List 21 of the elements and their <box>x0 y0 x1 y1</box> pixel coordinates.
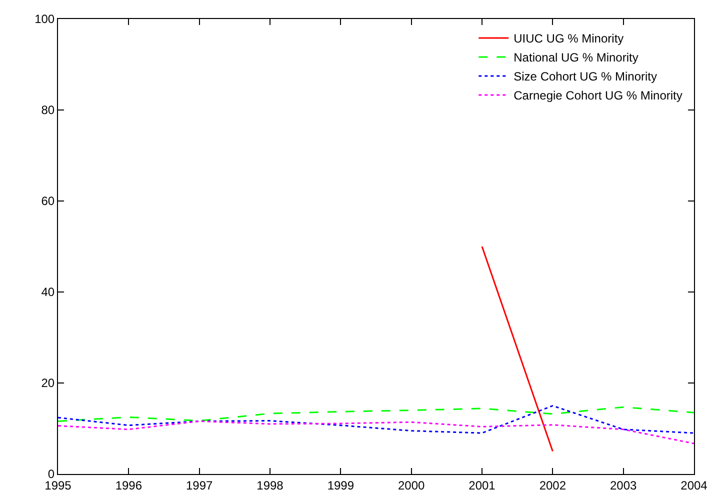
y-tick-label: 60 <box>41 194 55 208</box>
line-series <box>58 405 694 434</box>
legend-label: National UG % Minority <box>514 50 638 65</box>
y-tick-label: 100 <box>34 12 55 26</box>
x-tick-label: 1999 <box>327 478 354 492</box>
x-tick-label: 1996 <box>115 478 142 492</box>
x-tick-label: 2000 <box>398 478 425 492</box>
legend-label: Carnegie Cohort UG % Minority <box>514 88 682 103</box>
x-tick-label: 1997 <box>186 478 213 492</box>
x-tick-label: 2004 <box>680 478 708 492</box>
line-series <box>58 406 694 422</box>
x-tick-label: 2002 <box>539 478 566 492</box>
x-tick-label: 2003 <box>610 478 637 492</box>
legend-label: UIUC UG % Minority <box>514 32 624 46</box>
y-tick-label: 40 <box>41 285 55 300</box>
x-tick-label: 2001 <box>468 478 496 492</box>
y-tick-label: 80 <box>41 103 55 118</box>
x-tick-label: 1998 <box>256 478 284 492</box>
y-tick-label: 20 <box>41 376 55 390</box>
line-series <box>58 420 694 444</box>
legend-label: Size Cohort UG % Minority <box>514 70 658 84</box>
